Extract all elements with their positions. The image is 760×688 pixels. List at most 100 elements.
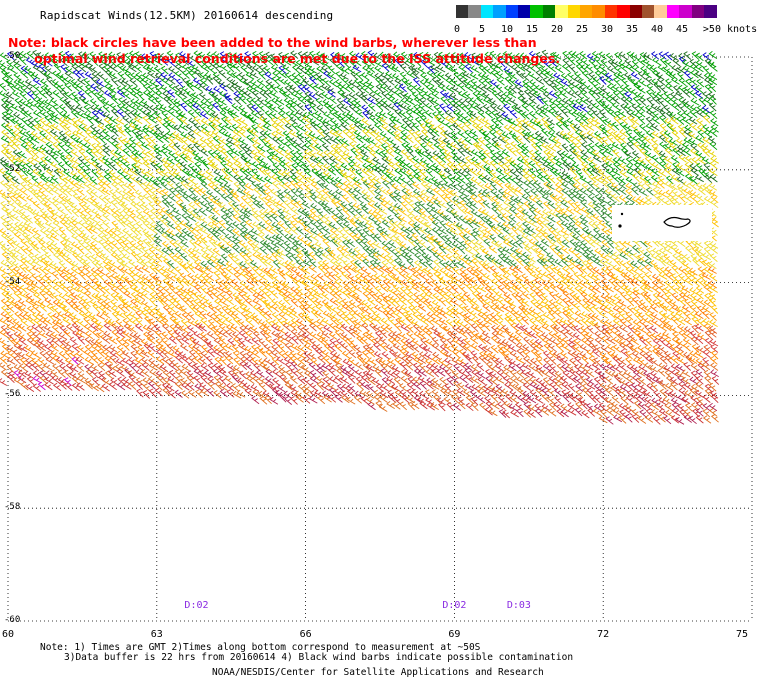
wind-barb: [5, 257, 14, 267]
wind-barb: [495, 240, 504, 249]
wind-barb: [515, 175, 524, 184]
wind-barb: [561, 108, 569, 118]
wind-barb: [470, 176, 480, 185]
wind-barb: [587, 156, 596, 165]
wind-barb: [523, 329, 532, 338]
wind-barb: [1, 129, 10, 138]
wind-barb: [406, 155, 415, 164]
wind-barb: [103, 117, 112, 126]
wind-barb: [33, 163, 42, 172]
wind-barb: [122, 311, 131, 321]
wind-barb: [76, 245, 85, 255]
wind-barb: [431, 279, 440, 289]
wind-barb: [19, 91, 28, 101]
wind-barb: [372, 129, 382, 138]
wind-barb: [265, 336, 274, 345]
wind-barb: [528, 79, 538, 88]
wind-barb: [457, 156, 467, 164]
wind-barb: [684, 155, 694, 164]
wind-barb: [207, 156, 215, 166]
wind-barb: [12, 149, 21, 158]
wind-barb: [89, 195, 98, 205]
wind-barb: [548, 98, 558, 106]
wind-barb: [65, 65, 74, 74]
wind-barb: [327, 71, 337, 80]
wind-barb: [250, 228, 260, 236]
legend-swatch: [691, 5, 705, 18]
wind-barb: [457, 58, 466, 67]
wind-barb: [625, 188, 634, 198]
wind-barb: [336, 97, 345, 107]
wind-barb: [95, 104, 105, 113]
wind-barb: [96, 84, 105, 93]
wind-barb: [25, 215, 33, 224]
wind-barb: [25, 266, 34, 275]
wind-barb: [368, 264, 377, 273]
wind-barb: [188, 187, 196, 197]
wind-barb: [464, 155, 473, 165]
wind-barb: [322, 118, 332, 126]
wind-barb: [90, 76, 99, 86]
wind-barb: [278, 69, 287, 79]
wind-barb: [684, 161, 693, 171]
wind-barb: [618, 194, 628, 204]
wind-barb: [458, 98, 467, 107]
wind-barb: [174, 84, 183, 94]
wind-barb: [219, 186, 228, 195]
wind-barb: [95, 169, 105, 178]
wind-barb: [562, 57, 571, 67]
wind-barb: [393, 51, 402, 60]
wind-barb: [32, 245, 41, 254]
wind-barb: [477, 181, 486, 190]
wind-barb: [52, 312, 62, 321]
wind-barb: [146, 64, 156, 73]
wind-barb: [12, 134, 22, 143]
wind-barb: [381, 63, 390, 72]
wind-barb: [290, 110, 300, 119]
wind-barb: [678, 77, 687, 87]
wind-barb: [155, 77, 163, 87]
wind-barb: [437, 71, 446, 81]
wind-barb: [638, 123, 647, 133]
wind-barb: [103, 90, 113, 99]
wind-barb: [302, 115, 311, 124]
wind-barb: [650, 123, 660, 131]
wind-barb: [271, 174, 280, 183]
wind-barb: [75, 104, 85, 113]
wind-barb: [31, 265, 41, 274]
wind-barb: [62, 316, 72, 325]
wind-barb: [141, 72, 151, 81]
wind-barb: [335, 63, 344, 73]
wind-barb: [522, 82, 531, 92]
wind-barb: [180, 180, 189, 190]
wind-barb: [98, 51, 107, 60]
wind-barb: [535, 331, 544, 341]
wind-barb: [44, 115, 53, 124]
wind-barb: [206, 137, 215, 146]
wind-barb: [166, 156, 175, 165]
wind-barb: [38, 102, 47, 112]
wind-barb: [27, 252, 36, 262]
wind-barb: [606, 193, 615, 202]
wind-barb: [88, 64, 98, 73]
wind-barb: [670, 316, 679, 325]
wind-barb: [688, 116, 698, 125]
wind-barb: [534, 324, 544, 333]
wind-barb: [572, 162, 581, 171]
wind-barb: [240, 195, 249, 205]
wind-barb: [565, 329, 575, 338]
wind-barb: [522, 118, 531, 127]
wind-barb: [56, 149, 65, 159]
wind-barb: [587, 78, 596, 87]
wind-barb: [180, 102, 188, 112]
wind-barb: [639, 161, 648, 170]
wind-barb: [33, 189, 42, 198]
wind-barb: [77, 69, 85, 79]
wind-barb: [534, 150, 543, 159]
wind-barb: [192, 246, 202, 255]
wind-barb: [329, 311, 338, 320]
wind-barb: [232, 116, 242, 125]
wind-barb: [586, 187, 595, 196]
wind-barb: [688, 137, 698, 146]
wind-barb: [47, 312, 55, 321]
